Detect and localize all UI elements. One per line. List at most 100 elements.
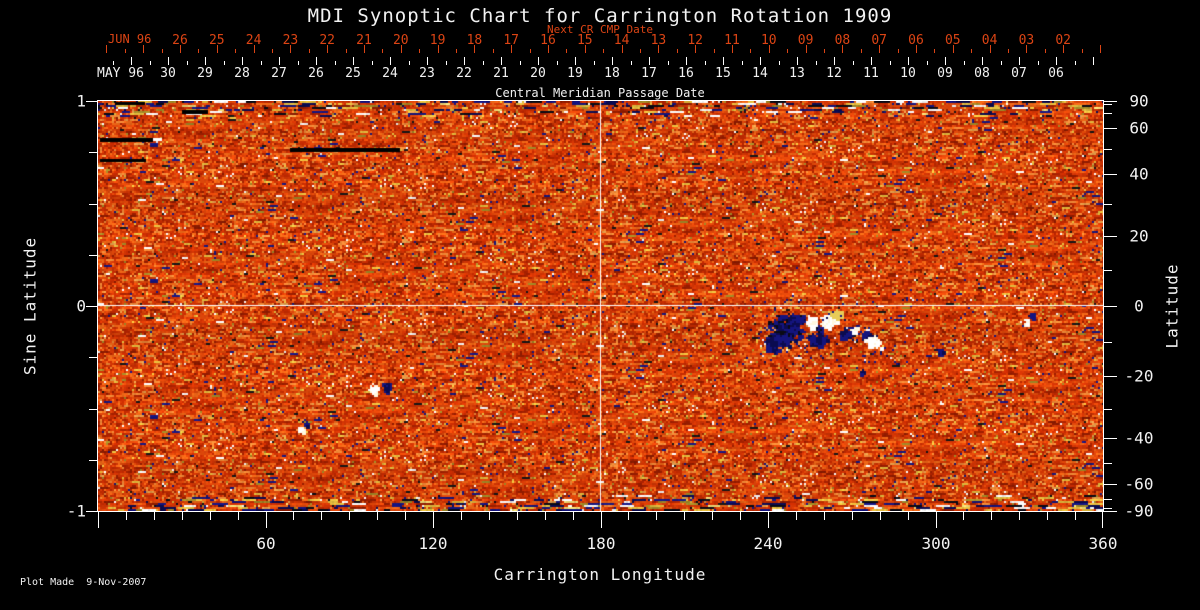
next-cr-day-tick (732, 45, 733, 53)
next-cr-day-label: 24 (245, 33, 262, 48)
left-axis-tick-label: -1 (66, 501, 86, 521)
cmp-day-label: 07 (1011, 66, 1027, 81)
right-axis-tick (1104, 306, 1117, 307)
right-axis-tick (1104, 463, 1112, 464)
cmp-day-label: 26 (308, 66, 324, 81)
cmp-day-label: 20 (530, 66, 546, 81)
cmp-day-label: 24 (382, 66, 398, 81)
cmp-day-label: 12 (826, 66, 842, 81)
next-cr-minor-tick (676, 49, 678, 53)
bottom-axis-tick (880, 512, 881, 520)
cmp-day-tick (131, 57, 132, 65)
next-cr-day-label: 08 (834, 33, 851, 48)
bottom-axis-title: Carrington Longitude (493, 565, 707, 584)
bottom-axis-tick (1102, 512, 1103, 528)
next-cr-day-label: 03 (1018, 33, 1035, 48)
right-axis-tick (1104, 508, 1112, 509)
next-cr-minor-tick (161, 49, 163, 53)
bottom-axis-tick (377, 512, 378, 520)
bottom-axis-tick (517, 512, 518, 520)
next-cr-day-label: 22 (319, 33, 336, 48)
bottom-axis-tick (1075, 512, 1076, 520)
next-cr-day-tick (290, 45, 292, 53)
next-cr-day-tick (584, 45, 586, 53)
cmp-day-label: 18 (604, 66, 620, 81)
cmp-day-tick (427, 57, 428, 65)
left-axis-title: Sine Latitude (20, 236, 40, 376)
cmp-minor-tick (667, 61, 669, 65)
bottom-axis-tick (824, 512, 825, 520)
cmp-day-tick (242, 57, 243, 65)
cmp-day-tick (908, 57, 909, 65)
bottom-axis-tick (210, 512, 211, 520)
next-cr-minor-tick (860, 49, 862, 53)
cmp-minor-tick (334, 61, 336, 65)
next-cr-day-label: 04 (981, 33, 998, 48)
cmp-day-label: 10 (900, 66, 916, 81)
next-cr-day-label: 09 (797, 33, 814, 48)
cmp-minor-tick (1037, 61, 1039, 65)
cmp-minor-tick (778, 61, 780, 65)
next-cr-day-tick (511, 45, 513, 53)
next-cr-day-tick (548, 45, 549, 53)
next-cr-day-tick (474, 45, 476, 53)
next-cr-day-label: 23 (282, 33, 299, 48)
cmp-minor-tick (704, 61, 706, 65)
cmp-day-label: 25 (345, 66, 361, 81)
right-axis-tick-label: 60 (1129, 118, 1149, 138)
bottom-axis-tick-label: 180 (586, 534, 616, 553)
next-cr-minor-tick (308, 49, 310, 53)
bottom-axis-tick (796, 512, 797, 520)
left-axis-tick (86, 511, 97, 512)
cmp-day-tick (871, 57, 872, 65)
cmp-minor-tick (445, 61, 447, 65)
next-cr-day-tick (1100, 45, 1101, 53)
right-axis-tick-label: -90 (1124, 501, 1154, 521)
next-cr-day-label: 21 (356, 33, 372, 48)
bottom-axis-tick (238, 512, 239, 520)
right-axis-tick (1104, 499, 1112, 500)
next-cr-day-label: 14 (613, 33, 630, 48)
right-axis-tick (1104, 409, 1112, 410)
cmp-day-tick (834, 57, 835, 65)
cmp-minor-tick (963, 61, 965, 65)
right-axis-title: Latitude (1162, 263, 1182, 349)
next-cr-minor-tick (1081, 49, 1083, 53)
cmp-month-label: MAY 96 (97, 66, 144, 81)
left-axis-tick (86, 306, 97, 307)
next-cr-cmp-date-label: Next CR CMP Date (547, 23, 653, 36)
cmp-minor-tick (926, 61, 928, 65)
cmp-day-label: 15 (715, 66, 731, 81)
cmp-minor-tick (260, 61, 262, 65)
cmp-day-tick (464, 57, 465, 65)
next-cr-day-tick (916, 45, 917, 53)
next-cr-day-tick (253, 45, 255, 53)
next-cr-minor-tick (566, 49, 568, 53)
left-axis-tick (89, 409, 97, 410)
bottom-axis-tick (852, 512, 853, 520)
next-cr-minor-tick (382, 49, 384, 53)
cmp-minor-tick (741, 61, 743, 65)
right-axis-tick-label: 90 (1129, 91, 1149, 111)
next-cr-day-tick (143, 45, 145, 53)
right-axis-tick-label: 40 (1129, 164, 1149, 184)
right-axis-tick (1104, 204, 1112, 205)
right-axis-tick (1104, 376, 1117, 377)
bottom-axis-tick (684, 512, 685, 520)
cmp-day-tick (205, 57, 206, 65)
bottom-axis-tick (740, 512, 741, 520)
next-cr-day-tick (768, 45, 770, 53)
cmp-day-label: 06 (1048, 66, 1064, 81)
left-axis-tick (89, 255, 97, 256)
page-title: MDI Synoptic Chart for Carrington Rotati… (307, 5, 893, 27)
right-axis-tick-label: -40 (1124, 428, 1154, 448)
cmp-minor-tick (1074, 61, 1076, 65)
bottom-axis-tick (461, 512, 462, 520)
bottom-axis-tick (963, 512, 964, 520)
right-axis-tick (1104, 236, 1117, 237)
next-cr-day-label: 26 (172, 33, 188, 48)
cmp-minor-tick (519, 61, 521, 65)
cmp-day-tick (982, 57, 983, 65)
left-axis-tick (89, 204, 97, 205)
